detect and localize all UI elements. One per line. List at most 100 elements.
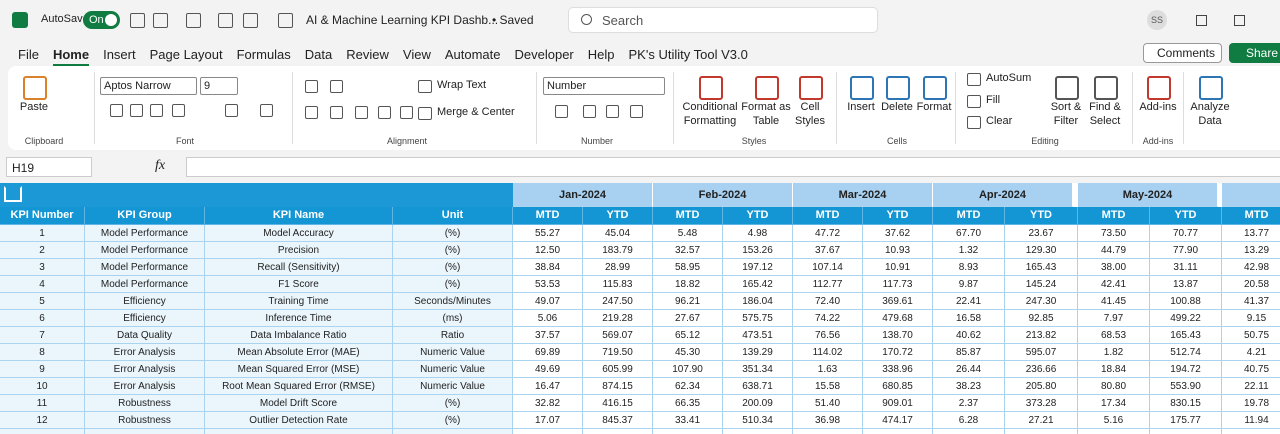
table-cell[interactable]: 3 — [0, 259, 85, 276]
month-header[interactable]: Jan-2024 — [513, 183, 653, 207]
table-cell[interactable]: (%) — [393, 412, 513, 429]
table-cell[interactable]: Model Performance — [85, 225, 205, 242]
table-cell[interactable]: 80.80 — [1078, 378, 1150, 395]
table-cell[interactable]: 10 — [0, 378, 85, 395]
table-cell[interactable]: 62.34 — [653, 378, 723, 395]
table-cell[interactable]: 595.07 — [1005, 344, 1078, 361]
table-cell[interactable]: 26.44 — [933, 361, 1005, 378]
toolbar-icon[interactable] — [225, 104, 238, 117]
table-cell[interactable]: 369.61 — [863, 293, 933, 310]
column-header[interactable]: MTD — [1078, 207, 1150, 225]
empty-cell[interactable] — [793, 429, 863, 434]
table-cell[interactable]: 10.93 — [863, 242, 933, 259]
table-cell[interactable]: 605.99 — [583, 361, 653, 378]
button-icon[interactable] — [23, 76, 47, 100]
table-cell[interactable]: 138.70 — [863, 327, 933, 344]
table-cell[interactable]: Training Time — [205, 293, 393, 310]
toolbar-icon[interactable] — [330, 80, 343, 93]
toolbar-icon[interactable] — [150, 104, 163, 117]
table-cell[interactable]: 4.98 — [723, 225, 793, 242]
table-cell[interactable]: 186.04 — [723, 293, 793, 310]
table-cell[interactable]: 18.82 — [653, 276, 723, 293]
table-cell[interactable]: 37.67 — [793, 242, 863, 259]
button-icon[interactable] — [755, 76, 779, 100]
table-cell[interactable]: 16.58 — [933, 310, 1005, 327]
empty-cell[interactable] — [653, 429, 723, 434]
table-cell[interactable]: 85.87 — [933, 344, 1005, 361]
table-cell[interactable]: 20.58 — [1222, 276, 1280, 293]
quick-access-icon[interactable] — [186, 13, 201, 28]
table-cell[interactable]: Recall (Sensitivity) — [205, 259, 393, 276]
table-cell[interactable]: 175.77 — [1150, 412, 1222, 429]
table-cell[interactable]: 33.41 — [653, 412, 723, 429]
table-cell[interactable]: 42.98 — [1222, 259, 1280, 276]
ribbon-button[interactable]: Filter — [1053, 115, 1079, 127]
toolbar-icon[interactable] — [110, 104, 123, 117]
toolbar-icon[interactable] — [400, 106, 413, 119]
table-cell[interactable]: 11 — [0, 395, 85, 412]
table-cell[interactable]: Numeric Value — [393, 378, 513, 395]
table-cell[interactable]: Robustness — [85, 412, 205, 429]
toolbar-icon[interactable] — [606, 105, 619, 118]
table-cell[interactable]: 96.21 — [653, 293, 723, 310]
ribbon-button[interactable]: Format — [916, 101, 952, 113]
table-cell[interactable]: 31.11 — [1150, 259, 1222, 276]
table-cell[interactable]: 5.16 — [1078, 412, 1150, 429]
button-icon[interactable] — [1147, 76, 1171, 100]
table-cell[interactable]: 19.78 — [1222, 395, 1280, 412]
empty-cell[interactable] — [933, 429, 1005, 434]
table-cell[interactable]: 38.23 — [933, 378, 1005, 395]
toolbar-icon[interactable] — [305, 106, 318, 119]
empty-cell[interactable] — [1222, 429, 1280, 434]
table-cell[interactable]: 32.82 — [513, 395, 583, 412]
button-icon[interactable] — [967, 95, 981, 108]
quick-access-icon[interactable] — [218, 13, 233, 28]
toolbar-icon[interactable] — [355, 106, 368, 119]
ribbon-tab[interactable]: Insert — [103, 47, 136, 62]
table-cell[interactable]: 351.34 — [723, 361, 793, 378]
table-cell[interactable]: 4.21 — [1222, 344, 1280, 361]
button-icon[interactable] — [1055, 76, 1079, 100]
table-cell[interactable]: Error Analysis — [85, 378, 205, 395]
ribbon-tab[interactable]: View — [402, 47, 431, 62]
table-cell[interactable]: 145.24 — [1005, 276, 1078, 293]
button-icon[interactable] — [886, 76, 910, 100]
table-cell[interactable]: 909.01 — [863, 395, 933, 412]
table-cell[interactable]: Model Performance — [85, 259, 205, 276]
table-cell[interactable]: Inference Time — [205, 310, 393, 327]
toolbar-icon[interactable] — [378, 106, 391, 119]
toolbar-icon[interactable] — [130, 104, 143, 117]
table-cell[interactable]: 830.15 — [1150, 395, 1222, 412]
table-cell[interactable]: 13.77 — [1222, 225, 1280, 242]
table-cell[interactable]: (%) — [393, 395, 513, 412]
table-cell[interactable]: 5.48 — [653, 225, 723, 242]
table-cell[interactable]: 40.75 — [1222, 361, 1280, 378]
table-cell[interactable]: 845.37 — [583, 412, 653, 429]
ribbon-button[interactable]: Data — [1198, 115, 1222, 127]
table-cell[interactable]: 205.80 — [1005, 378, 1078, 395]
table-cell[interactable]: 553.90 — [1150, 378, 1222, 395]
dropdown-field[interactable]: 9 — [200, 77, 238, 95]
toolbar-icon[interactable] — [555, 105, 568, 118]
table-cell[interactable]: Error Analysis — [85, 344, 205, 361]
table-cell[interactable]: 473.51 — [723, 327, 793, 344]
table-cell[interactable]: 197.12 — [723, 259, 793, 276]
ribbon-button[interactable]: Analyze — [1190, 101, 1230, 113]
month-header[interactable]: Mar-2024 — [793, 183, 933, 207]
name-box[interactable]: H19 — [6, 157, 92, 177]
month-header[interactable]: May-2024 — [1078, 183, 1218, 207]
ribbon-button[interactable]: Table — [752, 115, 780, 127]
ribbon-button[interactable]: Formatting — [683, 115, 737, 127]
ribbon-button[interactable]: AutoSum — [986, 72, 1032, 84]
table-cell[interactable]: 22.11 — [1222, 378, 1280, 395]
table-cell[interactable]: 27.21 — [1005, 412, 1078, 429]
table-cell[interactable]: 27.67 — [653, 310, 723, 327]
table-cell[interactable]: 11.94 — [1222, 412, 1280, 429]
empty-cell[interactable] — [1005, 429, 1078, 434]
table-cell[interactable]: 38.84 — [513, 259, 583, 276]
table-cell[interactable]: 70.77 — [1150, 225, 1222, 242]
table-cell[interactable]: 77.90 — [1150, 242, 1222, 259]
table-cell[interactable]: (%) — [393, 242, 513, 259]
button-icon[interactable] — [418, 107, 432, 120]
column-header[interactable]: MTD — [513, 207, 583, 225]
